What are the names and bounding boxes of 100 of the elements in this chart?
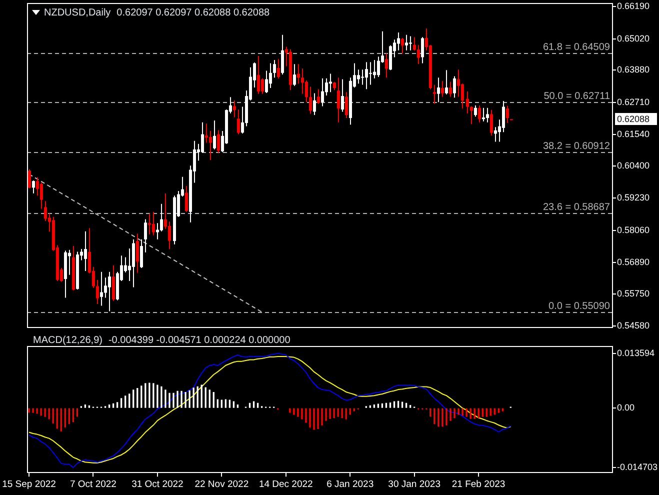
y-tick-label: 0.54580: [617, 320, 650, 331]
candlestick: [490, 110, 493, 136]
y-tick-label: 0.61540: [617, 129, 650, 140]
candlestick: [329, 73, 332, 93]
x-tick-label: 30 Jan 2023: [388, 478, 440, 490]
x-tick-label: 21 Feb 2023: [452, 478, 506, 490]
candlestick: [68, 249, 71, 276]
candlestick: [96, 279, 99, 305]
candlestick: [140, 238, 143, 269]
candlestick: [502, 100, 505, 133]
candlestick: [413, 36, 416, 51]
candlestick: [337, 77, 340, 123]
candlestick: [237, 109, 240, 135]
candlestick: [377, 56, 380, 78]
candlestick: [321, 78, 324, 107]
candlestick: [397, 32, 400, 51]
candlestick: [269, 62, 272, 89]
candlestick: [205, 123, 208, 144]
candlestick: [409, 36, 412, 51]
candlestick: [281, 34, 284, 76]
candlestick: [185, 186, 188, 212]
candlestick: [84, 230, 87, 272]
candlestick: [486, 107, 489, 123]
candlestick: [201, 122, 204, 154]
candlestick: [449, 81, 452, 98]
y-tick-label: 0.63880: [617, 64, 650, 75]
candlestick: [28, 168, 31, 189]
x-tick-label: 15 Sep 2022: [2, 478, 56, 490]
y-tick-label: 0.59230: [617, 192, 650, 203]
candlestick: [470, 106, 473, 125]
candlestick: [277, 58, 280, 79]
chart-title: NZDUSD,Daily: [44, 7, 111, 18]
candlestick: [297, 64, 300, 84]
candlestick: [445, 70, 448, 95]
candlestick: [152, 211, 155, 236]
chart-subtitle: 0.62097 0.62097 0.62088 0.62088: [116, 7, 270, 18]
ref-line-label: 0.0 = 0.55090: [548, 301, 610, 312]
y-tick-label: -0.014703: [617, 462, 658, 472]
x-tick-label: 14 Dec 2022: [258, 478, 313, 490]
x-tick-label: 6 Jan 2023: [326, 478, 374, 490]
ref-line-label: 50.0 = 0.62711: [544, 91, 610, 102]
candlestick: [40, 182, 43, 210]
candlestick: [345, 92, 348, 119]
candlestick: [357, 69, 360, 84]
candlestick: [361, 69, 364, 86]
x-tick-label: 22 Nov 2022: [194, 478, 249, 490]
y-tick-label: 0.013594: [617, 348, 655, 358]
candlestick: [293, 64, 296, 86]
y-tick-label: 0.60400: [617, 160, 650, 170]
y-tick-label: 0.62710: [617, 96, 650, 107]
candlestick: [441, 80, 444, 98]
candlestick: [389, 44, 392, 71]
candlestick: [341, 78, 344, 112]
ref-line-label: 61.8 = 0.64509: [542, 42, 610, 53]
candlestick: [148, 213, 151, 235]
candlestick: [421, 36, 424, 64]
candlestick: [317, 88, 320, 104]
y-tick-label: 0.65020: [617, 33, 650, 44]
candlestick: [453, 76, 456, 98]
candlestick: [466, 90, 469, 114]
candlestick: [36, 176, 39, 196]
candlestick: [108, 271, 111, 312]
candlestick: [494, 126, 497, 142]
candlestick: [160, 203, 163, 232]
candlestick: [461, 83, 464, 109]
y-tick-label: 0.55750: [617, 288, 650, 298]
candlestick: [309, 86, 312, 114]
candlestick: [369, 62, 372, 86]
candlestick: [506, 105, 509, 124]
candlestick: [474, 104, 477, 118]
candlestick: [365, 62, 368, 90]
ref-line-label: 38.2 = 0.60912: [542, 141, 610, 152]
chart-subtitle: -0.004399 -0.004571 0.000224 0.000000: [108, 334, 291, 346]
candlestick: [168, 221, 171, 250]
candlestick: [482, 107, 485, 122]
text: 0.62088: [617, 114, 650, 124]
candlestick: [32, 180, 35, 194]
chart-title: MACD(12,26,9): [33, 334, 102, 346]
candlestick: [301, 68, 304, 94]
candlestick: [136, 233, 139, 274]
candlestick: [417, 44, 420, 65]
candlestick: [433, 84, 436, 104]
candlestick: [478, 104, 481, 123]
candlestick: [257, 55, 260, 94]
y-tick-label: 0.00: [617, 402, 635, 413]
candlestick: [373, 59, 376, 79]
candlestick: [209, 130, 212, 161]
candlestick: [457, 69, 460, 98]
candlestick: [100, 271, 103, 306]
candlestick: [437, 77, 440, 103]
candlestick: [385, 52, 388, 78]
candlestick: [44, 200, 47, 222]
ref-line-label: 23.6 = 0.58687: [542, 202, 610, 213]
candlestick: [273, 59, 276, 78]
candlestick: [132, 238, 135, 288]
candlestick: [313, 92, 316, 116]
candlestick: [233, 100, 236, 118]
candlestick: [144, 218, 147, 253]
x-tick-label: 31 Oct 2022: [132, 478, 184, 490]
candlestick: [405, 34, 408, 51]
